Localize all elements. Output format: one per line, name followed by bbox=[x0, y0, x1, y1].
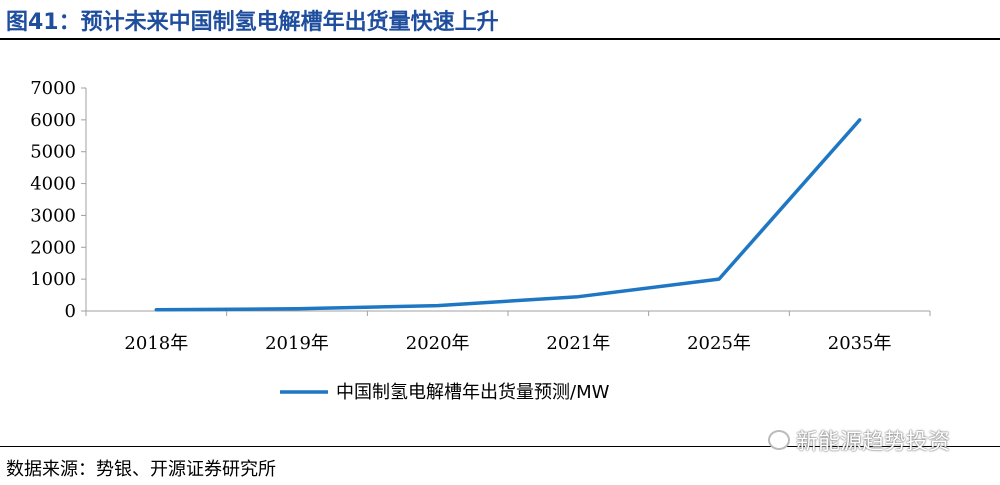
x-tick-label: 2035年 bbox=[828, 333, 892, 354]
x-tick-label: 2020年 bbox=[406, 333, 470, 354]
x-tick-label: 2018年 bbox=[124, 333, 188, 354]
series-line bbox=[154, 118, 862, 312]
y-tick-label: 0 bbox=[65, 301, 76, 322]
y-tick-label: 6000 bbox=[30, 110, 76, 131]
y-tick-label: 7000 bbox=[30, 78, 76, 99]
y-tick-label: 4000 bbox=[30, 174, 76, 195]
x-tick-label: 2021年 bbox=[546, 333, 610, 354]
wechat-icon bbox=[768, 430, 790, 450]
source-note: 数据来源：势银、开源证券研究所 bbox=[6, 459, 276, 480]
watermark-text: 新能源趋势投资 bbox=[796, 430, 951, 455]
bottom-rule bbox=[0, 446, 1000, 447]
y-tick-label: 5000 bbox=[30, 142, 76, 163]
series-layer bbox=[154, 118, 862, 312]
y-tick-label: 2000 bbox=[30, 237, 76, 258]
figure-title: 图41：预计未来中国制氢电解槽年出货量快速上升 bbox=[6, 10, 499, 35]
y-axis: 0 1000 2000 3000 4000 5000 6000 7000 bbox=[30, 78, 87, 322]
watermark: 新能源趋势投资 bbox=[768, 424, 950, 456]
x-axis: 2018年 2019年 2020年 2021年 2025年 2035年 bbox=[85, 310, 931, 354]
y-tick-label: 1000 bbox=[30, 269, 76, 290]
legend-label: 中国制氢电解槽年出货量预测/MW bbox=[336, 382, 610, 403]
x-tick-label: 2025年 bbox=[687, 333, 751, 354]
top-rule bbox=[0, 38, 1000, 40]
x-tick-label: 2019年 bbox=[265, 333, 329, 354]
y-tick-label: 3000 bbox=[30, 205, 76, 226]
line-chart: 0 1000 2000 3000 4000 5000 6000 7000 2018年 2019年… bbox=[30, 78, 931, 403]
legend: 中国制氢电解槽年出货量预测/MW bbox=[280, 382, 610, 403]
